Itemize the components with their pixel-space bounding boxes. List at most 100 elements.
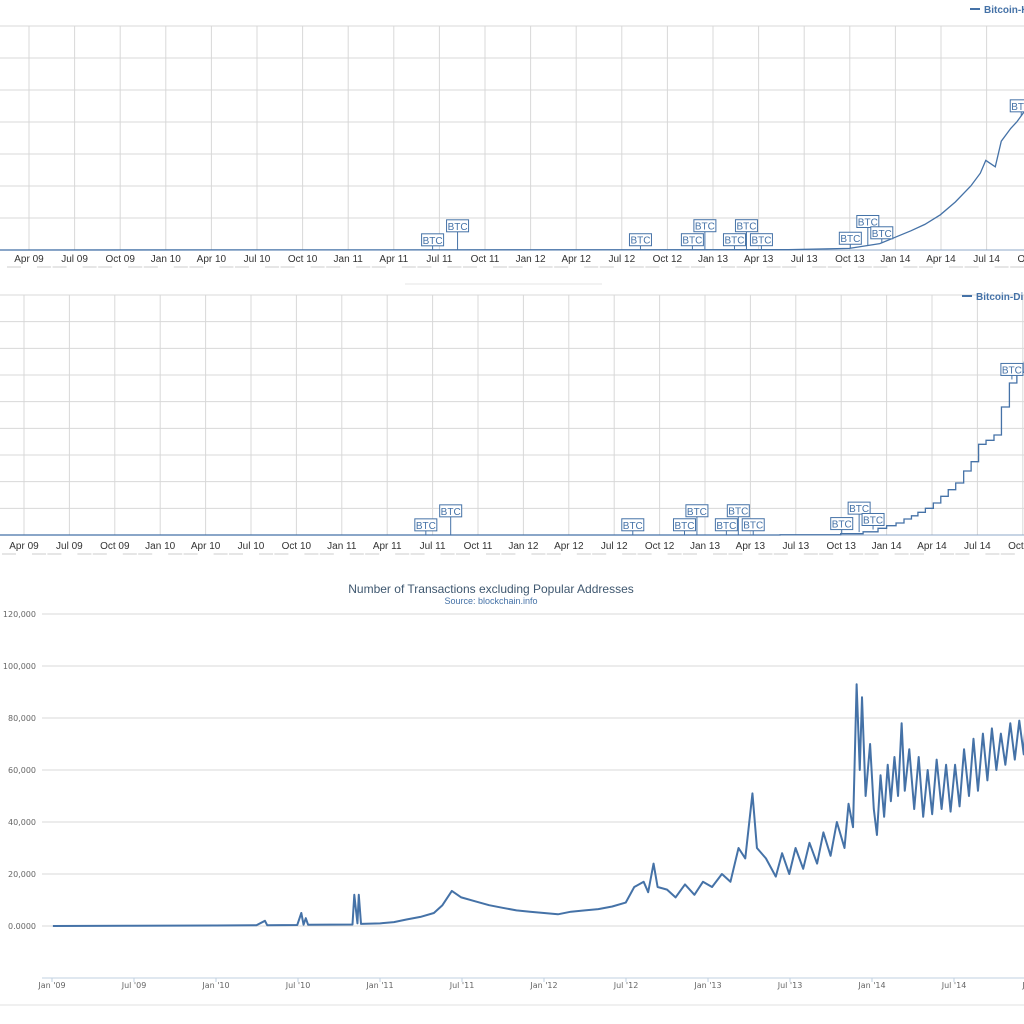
x-tick-label: Jul 09: [56, 541, 83, 552]
flag-label: BTC: [416, 521, 436, 532]
flag-marker[interactable]: BTC: [722, 233, 746, 250]
grid: [0, 294, 1024, 536]
flag-box: [1009, 99, 1024, 113]
x-tick-label: Oct 13: [826, 541, 856, 552]
y-tick-label: 60,000: [8, 766, 36, 775]
x-tick-label: Jan 10: [151, 254, 181, 265]
flag-marker[interactable]: BTC: [856, 214, 880, 246]
x-tick-label: Apr 11: [379, 254, 408, 265]
x-tick-label: Apr 11: [373, 541, 402, 552]
x-tick-label: Oct 10: [282, 541, 312, 552]
flag-marker[interactable]: BTC: [680, 233, 704, 250]
flag-box: [1000, 362, 1024, 376]
flag-label: BTC: [441, 507, 461, 518]
x-tick-label: Jan 11: [334, 254, 364, 265]
x-tick-label: Jan 14: [880, 254, 910, 265]
flag-label: BTC: [630, 236, 650, 247]
chart-title: Number of Transactions excluding Popular…: [348, 582, 634, 596]
flag-box: [446, 219, 470, 233]
difficulty-chart: Apr 09 Jul 09 Oct 09 Jan 10 Apr 10 Jul 10 Oct …: [0, 292, 1024, 555]
flag-label: BTC: [840, 234, 860, 245]
y-tick-label: 0.0000: [8, 922, 36, 931]
flag-marker[interactable]: BTC: [838, 231, 862, 249]
x-tick-label: Jan '15: [1021, 981, 1024, 990]
x-tick-label: Jul 13: [782, 541, 809, 552]
flag-marker[interactable]: BTC: [714, 518, 738, 535]
x-tick-label: Oct 12: [645, 541, 675, 552]
flag-label: BTC: [872, 229, 892, 240]
legend[interactable]: Bitcoin-Di: [962, 292, 1023, 303]
flag-box: [693, 219, 717, 233]
flag-marker[interactable]: BTC: [726, 504, 750, 535]
flag-marker[interactable]: BTC: [830, 517, 854, 534]
flag-marker[interactable]: BTC: [1009, 99, 1024, 116]
flag-box: [847, 501, 871, 515]
x-tick-label: Oct 12: [653, 254, 683, 265]
flag-label: BTC: [1011, 102, 1024, 113]
flag-marker[interactable]: BTC: [693, 219, 717, 250]
x-axis: Apr 09 Jul 09 Oct 09 Jan 10 Apr 10 Jul 10 Oct …: [2, 541, 1024, 555]
x-tick-label: Jul '09: [121, 981, 147, 990]
flag-marker[interactable]: BTC: [861, 512, 885, 530]
flag-marker[interactable]: BTC: [847, 501, 871, 533]
flag-label: BTC: [623, 521, 643, 532]
flag-marker[interactable]: BTC: [741, 518, 765, 535]
flag-box: [749, 233, 773, 247]
flag-marker[interactable]: BTC: [1000, 362, 1024, 380]
x-tick-label: Jan 12: [508, 541, 538, 552]
flag-box: [421, 233, 445, 247]
flag-marker[interactable]: BTC: [421, 233, 445, 250]
transactions-chart: Number of Transactions excluding Popular…: [0, 582, 1024, 1006]
x-tick-label: Jan '10: [201, 981, 229, 990]
x-axis: Jan '09 Jul '09 Jan '10 Jul '10 Jan '11 Jul '…: [37, 977, 1024, 990]
x-tick-label: Jul 09: [61, 254, 88, 265]
x-tick-label: Jan 13: [698, 254, 728, 265]
x-tick-label: Apr 14: [926, 254, 956, 265]
flag-label: BTC: [716, 521, 736, 532]
x-tick-label: Oct 10: [288, 254, 318, 265]
flag-box: [628, 233, 652, 247]
flag-marker[interactable]: BTC: [439, 504, 463, 535]
series: [0, 361, 1024, 536]
x-tick-label: Apr 09: [9, 541, 39, 552]
x-axis: Apr 09 Jul 09 Oct 09 Jan 10 Apr 10 Jul 10 Oct …: [7, 254, 1024, 268]
flag-marker[interactable]: BTC: [749, 233, 773, 250]
flag-marker[interactable]: BTC: [685, 504, 709, 535]
flag-label: BTC: [728, 507, 748, 518]
x-tick-label: Jan 11: [327, 541, 357, 552]
flag-label: BTC: [858, 217, 878, 228]
flag-box: [414, 518, 438, 532]
x-tick-label: Apr 12: [561, 254, 591, 265]
flag-label: BTC: [849, 504, 869, 515]
flag-marker[interactable]: BTC: [446, 219, 470, 250]
flag-label: BTC: [751, 236, 771, 247]
flag-marker[interactable]: BTC: [870, 226, 894, 243]
x-tick-label: Apr 10: [191, 541, 221, 552]
x-tick-label: Apr 13: [744, 254, 774, 265]
flag-label: BTC: [423, 236, 443, 247]
flag-box: [439, 504, 463, 518]
flag-marker[interactable]: BTC: [414, 518, 438, 535]
legend[interactable]: Bitcoin-H: [970, 5, 1024, 16]
x-tick-label: Apr 13: [736, 541, 766, 552]
hashrate-chart: Apr 09 Jul 09 Oct 09 Jan 10 Apr 10 Jul 10 Oct …: [0, 5, 1024, 268]
x-tick-label: Apr 09: [14, 254, 44, 265]
flag-marker[interactable]: BTC: [734, 219, 758, 250]
x-tick-label: Jan '09: [37, 981, 65, 990]
flag-marker[interactable]: BTC: [628, 233, 652, 250]
flag-box: [741, 518, 765, 532]
flag-label: BTC: [743, 521, 763, 532]
flag-marker[interactable]: BTC: [621, 518, 645, 535]
x-tick-label: Jul 10: [238, 541, 265, 552]
x-tick-label: Jul 11: [420, 541, 446, 552]
x-tick-label: Oct 09: [105, 254, 135, 265]
x-tick-label: Jan '13: [693, 981, 721, 990]
x-tick-label: Oct 14: [1008, 541, 1024, 552]
x-tick-label: Jul 14: [964, 541, 991, 552]
x-tick-label: Jul '13: [777, 981, 803, 990]
flag-box: [722, 233, 746, 247]
y-tick-label: 80,000: [8, 714, 36, 723]
flag-marker[interactable]: BTC: [672, 518, 696, 535]
flag-label: BTC: [736, 222, 756, 233]
